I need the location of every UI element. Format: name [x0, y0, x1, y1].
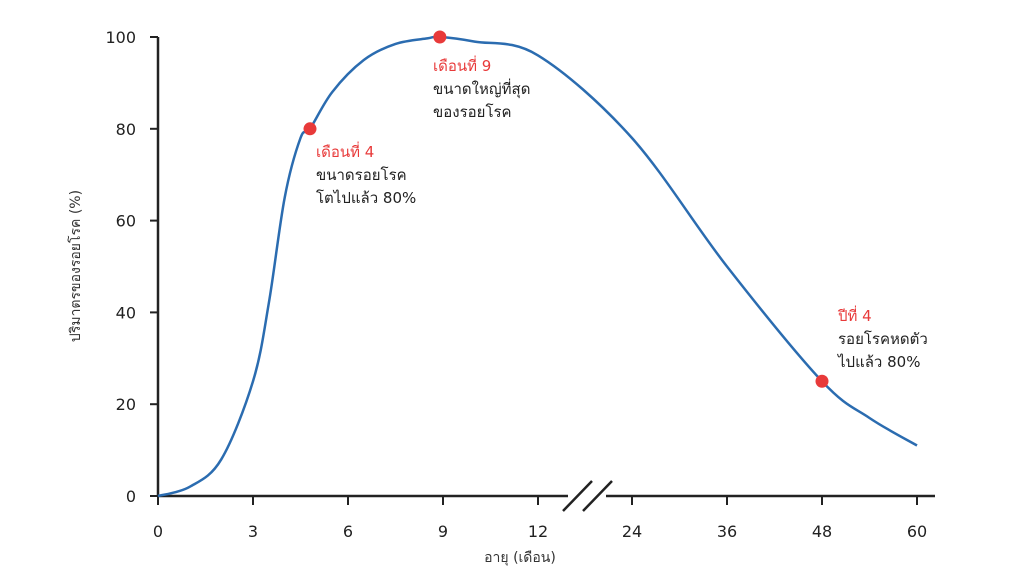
annotation-title: เดือนที่ 4	[316, 141, 374, 161]
x-tick-label: 48	[812, 522, 832, 541]
x-tick-label: 24	[622, 522, 642, 541]
annotation-line: ขนาดใหญ่ที่สุด	[433, 78, 530, 99]
x-axis-title: อายุ (เดือน)	[484, 550, 556, 566]
annotation-line: ขนาดรอยโรค	[316, 166, 407, 184]
y-ticks: 0 20 40 60 80 100	[105, 28, 158, 506]
annotation-title: เดือนที่ 9	[433, 55, 491, 75]
x-tick-label: 6	[343, 522, 353, 541]
axis-break-slash	[562, 480, 593, 512]
axis-break-slash	[582, 480, 613, 512]
annotation-title: ปีที่ 4	[837, 305, 872, 325]
axis-break-mark	[562, 480, 613, 512]
y-tick-label: 20	[116, 395, 136, 414]
highlight-point	[815, 374, 829, 388]
annotation-line: ไปแล้ว 80%	[837, 353, 920, 371]
series-line	[157, 35, 918, 498]
x-ticks: 0 3 6 9 12 24 36 48 60	[153, 496, 927, 541]
y-tick-label: 40	[116, 303, 136, 322]
y-tick-label: 60	[116, 212, 136, 231]
highlight-point	[303, 122, 317, 136]
x-tick-label: 12	[528, 522, 548, 541]
x-tick-label: 9	[438, 522, 448, 541]
highlight-points	[303, 30, 829, 388]
x-tick-label: 60	[907, 522, 927, 541]
x-tick-label: 3	[248, 522, 258, 541]
annotation-line: ของรอยโรค	[433, 103, 512, 121]
y-tick-label: 100	[105, 28, 136, 47]
y-tick-label: 80	[116, 120, 136, 139]
y-tick-label: 0	[126, 487, 136, 506]
x-tick-label: 36	[717, 522, 737, 541]
x-tick-label: 0	[153, 522, 163, 541]
annotation-line: รอยโรคหดตัว	[838, 330, 928, 348]
annotation-line: โตไปแล้ว 80%	[316, 189, 416, 207]
y-axis-title: ปริมาตรของรอยโรค (%)	[67, 190, 84, 342]
highlight-point	[433, 30, 447, 44]
